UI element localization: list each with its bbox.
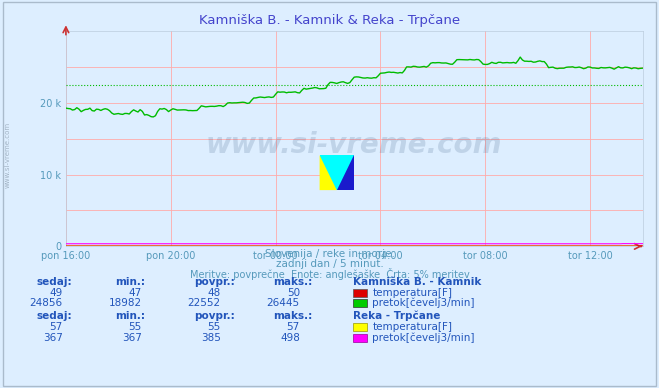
Text: maks.:: maks.: <box>273 277 313 287</box>
Text: zadnji dan / 5 minut.: zadnji dan / 5 minut. <box>275 259 384 269</box>
Text: 367: 367 <box>122 333 142 343</box>
Text: Meritve: povprečne  Enote: anglešaške  Črta: 5% meritev: Meritve: povprečne Enote: anglešaške Črt… <box>190 268 469 281</box>
Text: maks.:: maks.: <box>273 311 313 321</box>
Text: 48: 48 <box>208 288 221 298</box>
Text: 49: 49 <box>49 288 63 298</box>
Text: 55: 55 <box>129 322 142 332</box>
Text: 22552: 22552 <box>188 298 221 308</box>
Text: temperatura[F]: temperatura[F] <box>372 322 452 332</box>
Text: 498: 498 <box>280 333 300 343</box>
Text: www.si-vreme.com: www.si-vreme.com <box>5 122 11 188</box>
Text: Slovenija / reke in morje.: Slovenija / reke in morje. <box>264 249 395 259</box>
Text: www.si-vreme.com: www.si-vreme.com <box>206 131 502 159</box>
Text: Kamniška B. - Kamnik & Reka - Trpčane: Kamniška B. - Kamnik & Reka - Trpčane <box>199 14 460 27</box>
Text: 24856: 24856 <box>30 298 63 308</box>
Text: 367: 367 <box>43 333 63 343</box>
Text: 50: 50 <box>287 288 300 298</box>
Text: pretok[čevelj3/min]: pretok[čevelj3/min] <box>372 332 475 343</box>
Text: 57: 57 <box>49 322 63 332</box>
Text: 18982: 18982 <box>109 298 142 308</box>
Text: min.:: min.: <box>115 277 146 287</box>
Text: povpr.:: povpr.: <box>194 311 235 321</box>
Text: min.:: min.: <box>115 311 146 321</box>
Text: 57: 57 <box>287 322 300 332</box>
Text: povpr.:: povpr.: <box>194 277 235 287</box>
Text: 26445: 26445 <box>267 298 300 308</box>
Text: temperatura[F]: temperatura[F] <box>372 288 452 298</box>
Text: sedaj:: sedaj: <box>36 277 72 287</box>
Text: pretok[čevelj3/min]: pretok[čevelj3/min] <box>372 297 475 308</box>
Text: 385: 385 <box>201 333 221 343</box>
Text: sedaj:: sedaj: <box>36 311 72 321</box>
Text: 55: 55 <box>208 322 221 332</box>
Text: Reka - Trpčane: Reka - Trpčane <box>353 310 440 321</box>
Text: Kamniška B. - Kamnik: Kamniška B. - Kamnik <box>353 277 481 287</box>
Text: 47: 47 <box>129 288 142 298</box>
